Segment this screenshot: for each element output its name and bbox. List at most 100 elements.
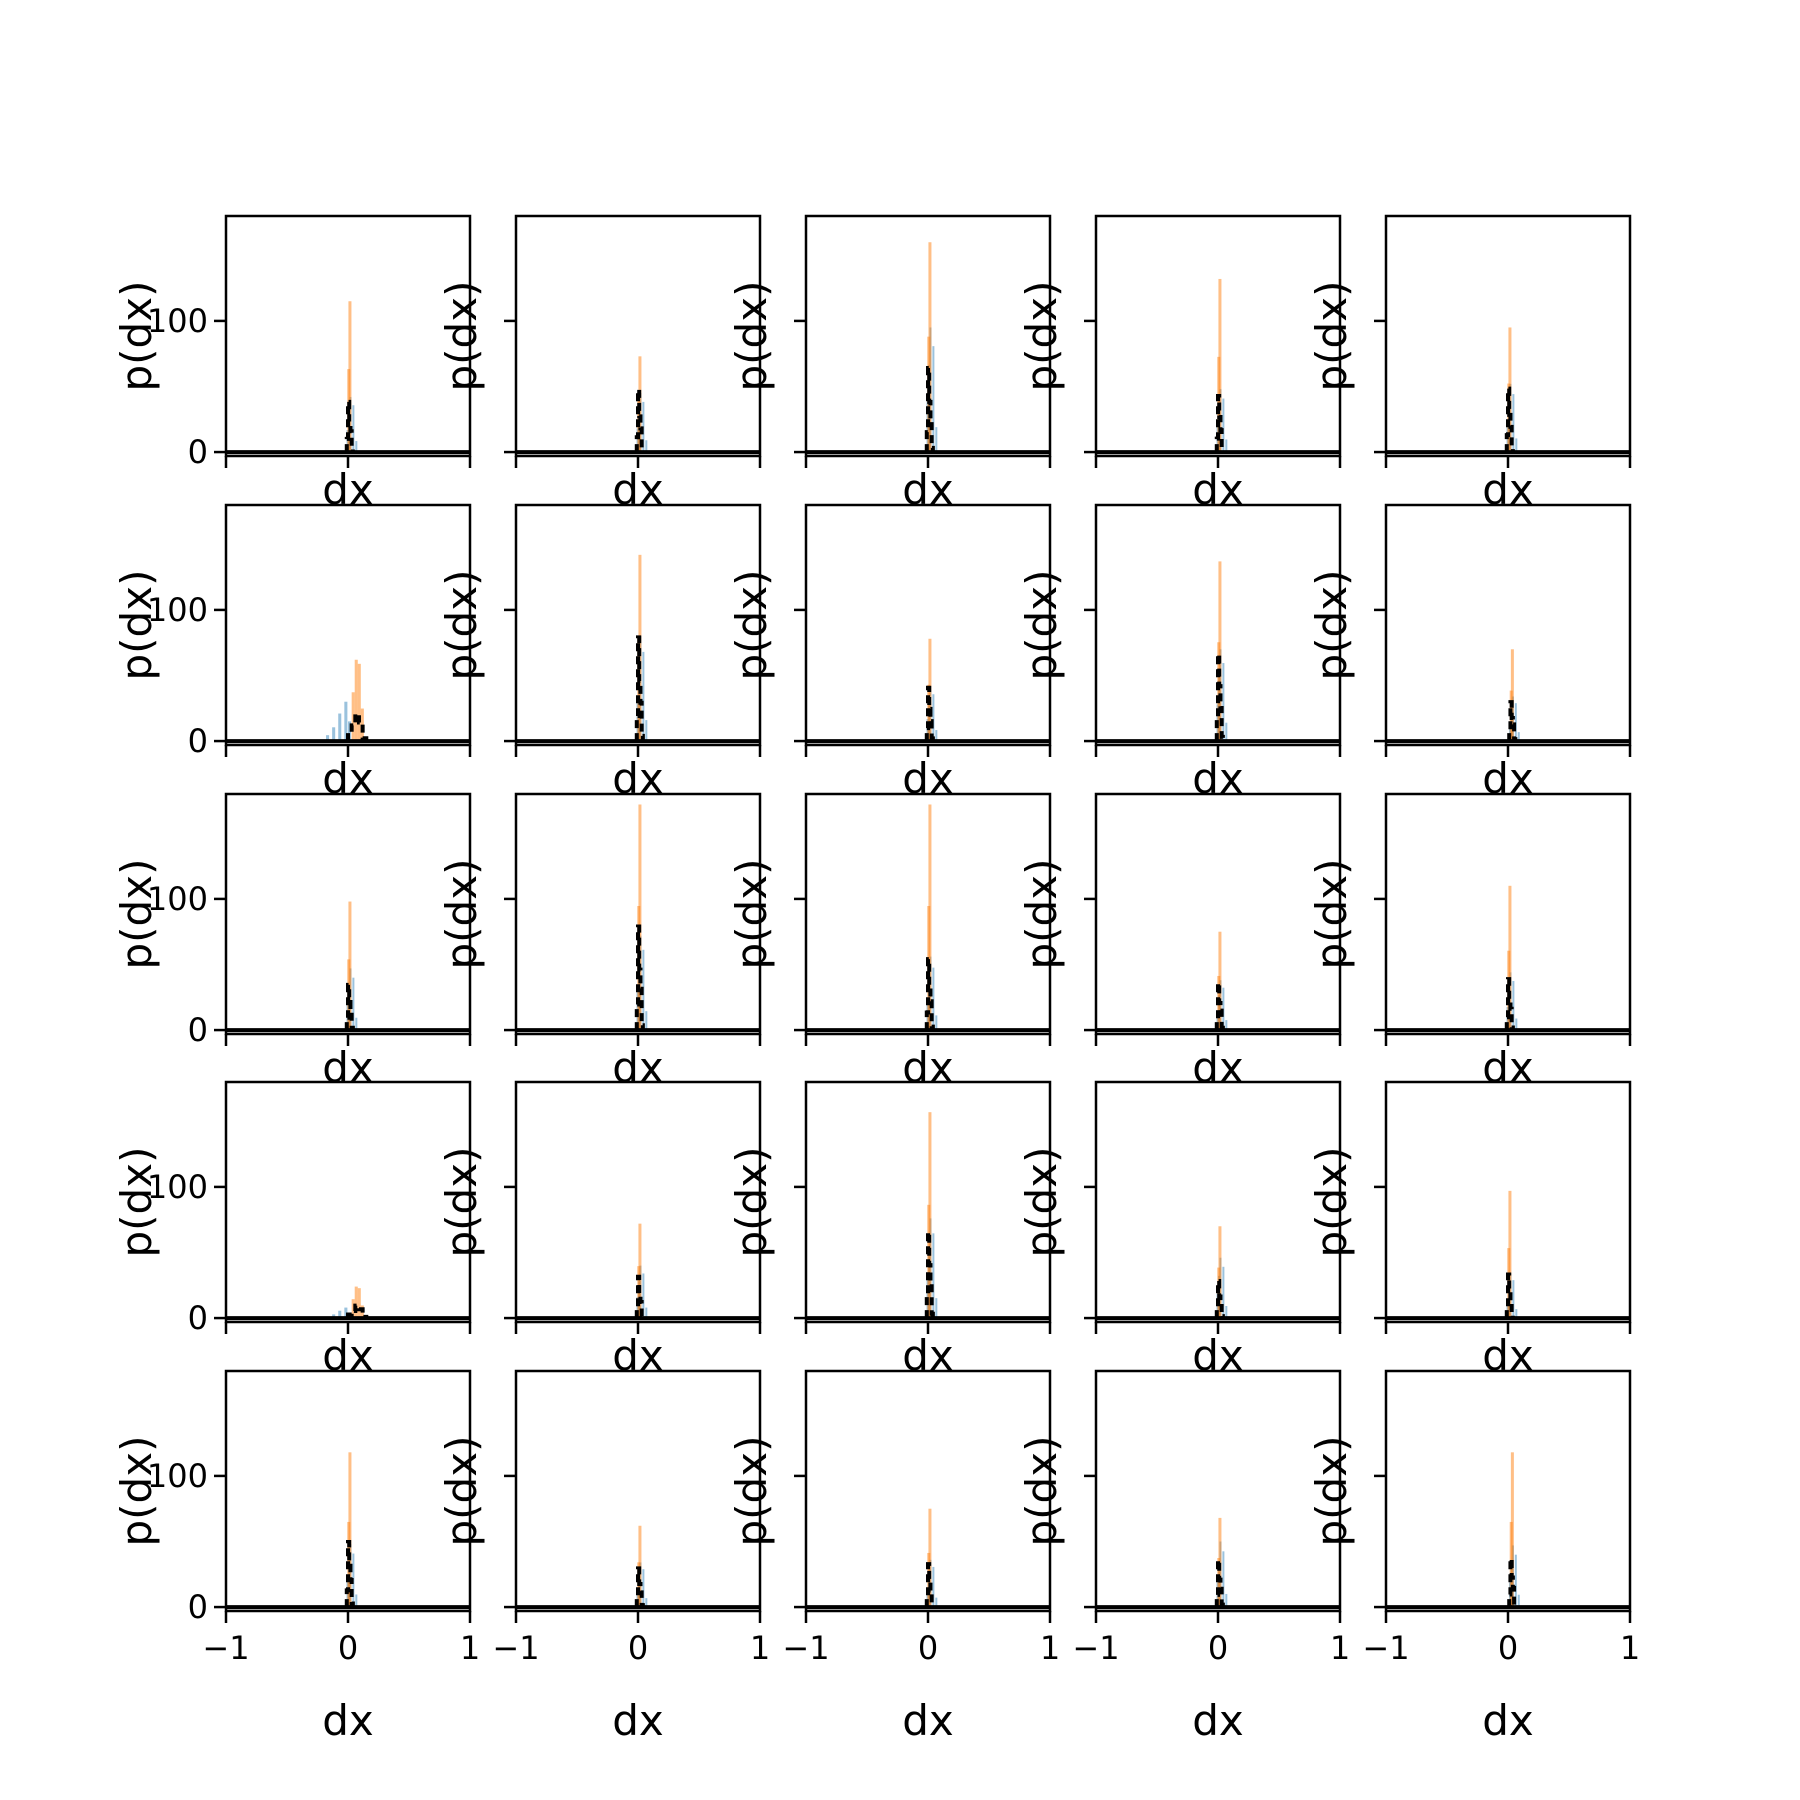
x-axis-label: dx: [612, 1331, 664, 1380]
y-tick-label: 100: [147, 880, 208, 918]
blue-bar: [1515, 1309, 1518, 1319]
black-dashed-step-line: [1214, 980, 1225, 1031]
x-axis-label: dx: [612, 754, 664, 803]
y-tick-label: 100: [147, 591, 208, 629]
orange-bar: [1218, 561, 1222, 742]
black-dashed-step-line: [1507, 1556, 1518, 1608]
plot-area: [1386, 1190, 1630, 1321]
plot-area: [1386, 1452, 1630, 1610]
blue-bar: [1225, 1593, 1228, 1608]
plot-area: [226, 901, 470, 1033]
orange-bar: [1510, 1452, 1514, 1608]
black-dashed-step-line: [634, 924, 645, 1031]
y-tick-label: 100: [147, 302, 208, 340]
blue-bar: [935, 1597, 938, 1608]
x-axis-label: dx: [322, 1331, 374, 1380]
y-tick-label: 100: [147, 1168, 208, 1206]
y-axis-label: p(dx): [727, 1436, 776, 1547]
blue-bar: [935, 730, 938, 742]
plot-area: [226, 1452, 470, 1610]
x-axis-label: dx: [902, 754, 954, 803]
y-axis-label: p(dx): [1307, 570, 1356, 681]
blue-bar: [1222, 663, 1225, 742]
orange-bar: [357, 663, 361, 742]
x-axis-label: dx: [1192, 754, 1244, 803]
orange-bar: [928, 1112, 932, 1319]
x-tick-label: −1: [1362, 1629, 1409, 1667]
plot-area: [1386, 327, 1630, 455]
panel-r4-c1: −1 0 1 dx p(dx): [437, 1369, 770, 1745]
y-axis-label: p(dx): [437, 281, 486, 392]
x-tick-label: −1: [492, 1629, 539, 1667]
x-tick-label: 1: [1330, 1629, 1350, 1667]
black-dashed-step-line: [634, 387, 645, 453]
blue-bar: [338, 1310, 342, 1319]
x-tick-label: 1: [750, 1629, 770, 1667]
black-dashed-step-line: [1214, 652, 1225, 742]
plot-area: [806, 1112, 1050, 1321]
orange-bar: [928, 804, 932, 1031]
x-axis-label: dx: [322, 754, 374, 803]
y-axis-label: p(dx): [112, 570, 161, 681]
black-dashed-step-line: [346, 712, 369, 742]
black-dashed-step-line: [924, 685, 935, 742]
blue-bar: [642, 1569, 645, 1608]
blue-bar: [344, 701, 348, 742]
orange-bar: [348, 301, 352, 453]
y-axis-label: p(dx): [1017, 1436, 1066, 1547]
y-axis-label: p(dx): [437, 1436, 486, 1547]
x-axis-label: dx: [1192, 1043, 1244, 1092]
y-axis-label: p(dx): [1307, 1147, 1356, 1258]
panel-r2-c1: dx p(dx): [437, 792, 762, 1092]
y-axis-label: p(dx): [437, 570, 486, 681]
orange-bar: [351, 692, 355, 742]
y-axis-label: p(dx): [1307, 1436, 1356, 1547]
x-tick-label: 0: [1498, 1629, 1518, 1667]
plot-area: [226, 301, 470, 455]
black-dashed-step-line: [346, 1303, 369, 1319]
panel-r0-c3: dx p(dx): [1017, 214, 1342, 514]
black-dashed-step-line: [1504, 977, 1515, 1031]
blue-bar: [935, 1298, 938, 1319]
blue-bar: [1222, 1551, 1225, 1608]
y-axis-label: p(dx): [727, 1147, 776, 1258]
x-tick-label: 0: [1208, 1629, 1228, 1667]
x-tick-label: −1: [782, 1629, 829, 1667]
blue-bar: [1222, 398, 1225, 453]
panel-r2-c2: dx p(dx): [727, 792, 1052, 1092]
blue-bar: [355, 441, 358, 453]
blue-bar: [1512, 394, 1515, 453]
y-axis-label: p(dx): [1017, 859, 1066, 970]
x-axis-label: dx: [322, 1043, 374, 1092]
x-axis-label: dx: [1482, 1331, 1534, 1380]
x-tick-label: −1: [202, 1629, 249, 1667]
blue-bar: [1512, 1280, 1515, 1319]
blue-bar: [1517, 732, 1520, 742]
x-axis-label: dx: [322, 1696, 374, 1745]
black-dashed-step-line: [924, 366, 935, 453]
plot-area: [1386, 649, 1630, 744]
y-axis-label: p(dx): [727, 859, 776, 970]
y-axis-label: p(dx): [437, 1147, 486, 1258]
blue-bar: [1222, 1266, 1225, 1319]
blue-bar: [1512, 981, 1515, 1031]
panel-r4-c2: −1 0 1 dx p(dx): [727, 1369, 1060, 1745]
blue-bar: [932, 346, 935, 453]
plot-area: [1096, 278, 1340, 455]
orange-bar: [348, 1452, 352, 1608]
black-dashed-step-line: [924, 1562, 935, 1608]
orange-bar: [1508, 1190, 1512, 1319]
panel-r2-c0: 0 100 dx p(dx): [112, 792, 472, 1092]
blue-bar: [1514, 1554, 1517, 1608]
blue-bar: [326, 735, 330, 742]
orange-bar: [351, 1299, 355, 1319]
blue-bar: [1225, 1306, 1228, 1319]
blue-bar: [332, 727, 336, 742]
plot-area: [516, 1223, 760, 1321]
orange-bar: [1218, 278, 1222, 453]
blue-bar: [645, 1307, 648, 1319]
orange-bar: [928, 1508, 932, 1608]
black-dashed-step-line: [634, 635, 645, 742]
black-dashed-step-line: [344, 982, 355, 1031]
